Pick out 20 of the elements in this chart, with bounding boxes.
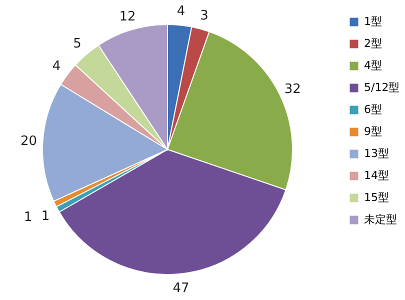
legend-label: 13型 — [364, 147, 389, 160]
legend-label: 9型 — [364, 125, 382, 138]
data-label: 20 — [20, 134, 38, 150]
data-label: 3 — [200, 8, 208, 24]
legend-label: 1型 — [364, 15, 382, 28]
legend-label: 2型 — [364, 37, 382, 50]
legend-label: 6型 — [364, 103, 382, 116]
data-label: 4 — [176, 4, 186, 20]
data-label: 32 — [284, 82, 301, 97]
legend-label: 5/12型 — [364, 81, 400, 94]
legend-label: 未定型 — [364, 213, 397, 226]
data-label: 47 — [172, 280, 190, 296]
data-label: 1 — [24, 210, 32, 225]
legend-label: 14型 — [364, 169, 389, 182]
legend-label: 15型 — [364, 191, 389, 204]
data-label: 1 — [41, 209, 50, 224]
data-label: 4 — [52, 58, 61, 74]
data-label: 12 — [119, 9, 136, 24]
data-label: 5 — [73, 36, 82, 52]
legend-label: 4型 — [364, 59, 382, 72]
